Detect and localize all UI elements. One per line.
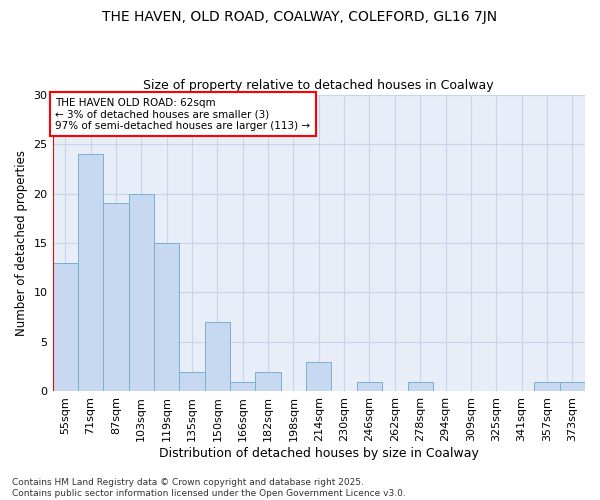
Bar <box>154 243 179 392</box>
Text: THE HAVEN, OLD ROAD, COALWAY, COLEFORD, GL16 7JN: THE HAVEN, OLD ROAD, COALWAY, COLEFORD, … <box>103 10 497 24</box>
X-axis label: Distribution of detached houses by size in Coalway: Distribution of detached houses by size … <box>159 447 479 460</box>
Bar <box>230 382 256 392</box>
Bar <box>534 382 560 392</box>
Bar <box>128 194 154 392</box>
Text: THE HAVEN OLD ROAD: 62sqm
← 3% of detached houses are smaller (3)
97% of semi-de: THE HAVEN OLD ROAD: 62sqm ← 3% of detach… <box>55 98 310 130</box>
Text: Contains HM Land Registry data © Crown copyright and database right 2025.
Contai: Contains HM Land Registry data © Crown c… <box>12 478 406 498</box>
Title: Size of property relative to detached houses in Coalway: Size of property relative to detached ho… <box>143 79 494 92</box>
Bar <box>103 204 128 392</box>
Bar <box>53 263 78 392</box>
Bar <box>256 372 281 392</box>
Bar <box>205 322 230 392</box>
Y-axis label: Number of detached properties: Number of detached properties <box>15 150 28 336</box>
Bar <box>78 154 103 392</box>
Bar <box>179 372 205 392</box>
Bar <box>357 382 382 392</box>
Bar <box>306 362 331 392</box>
Bar <box>407 382 433 392</box>
Bar <box>560 382 585 392</box>
